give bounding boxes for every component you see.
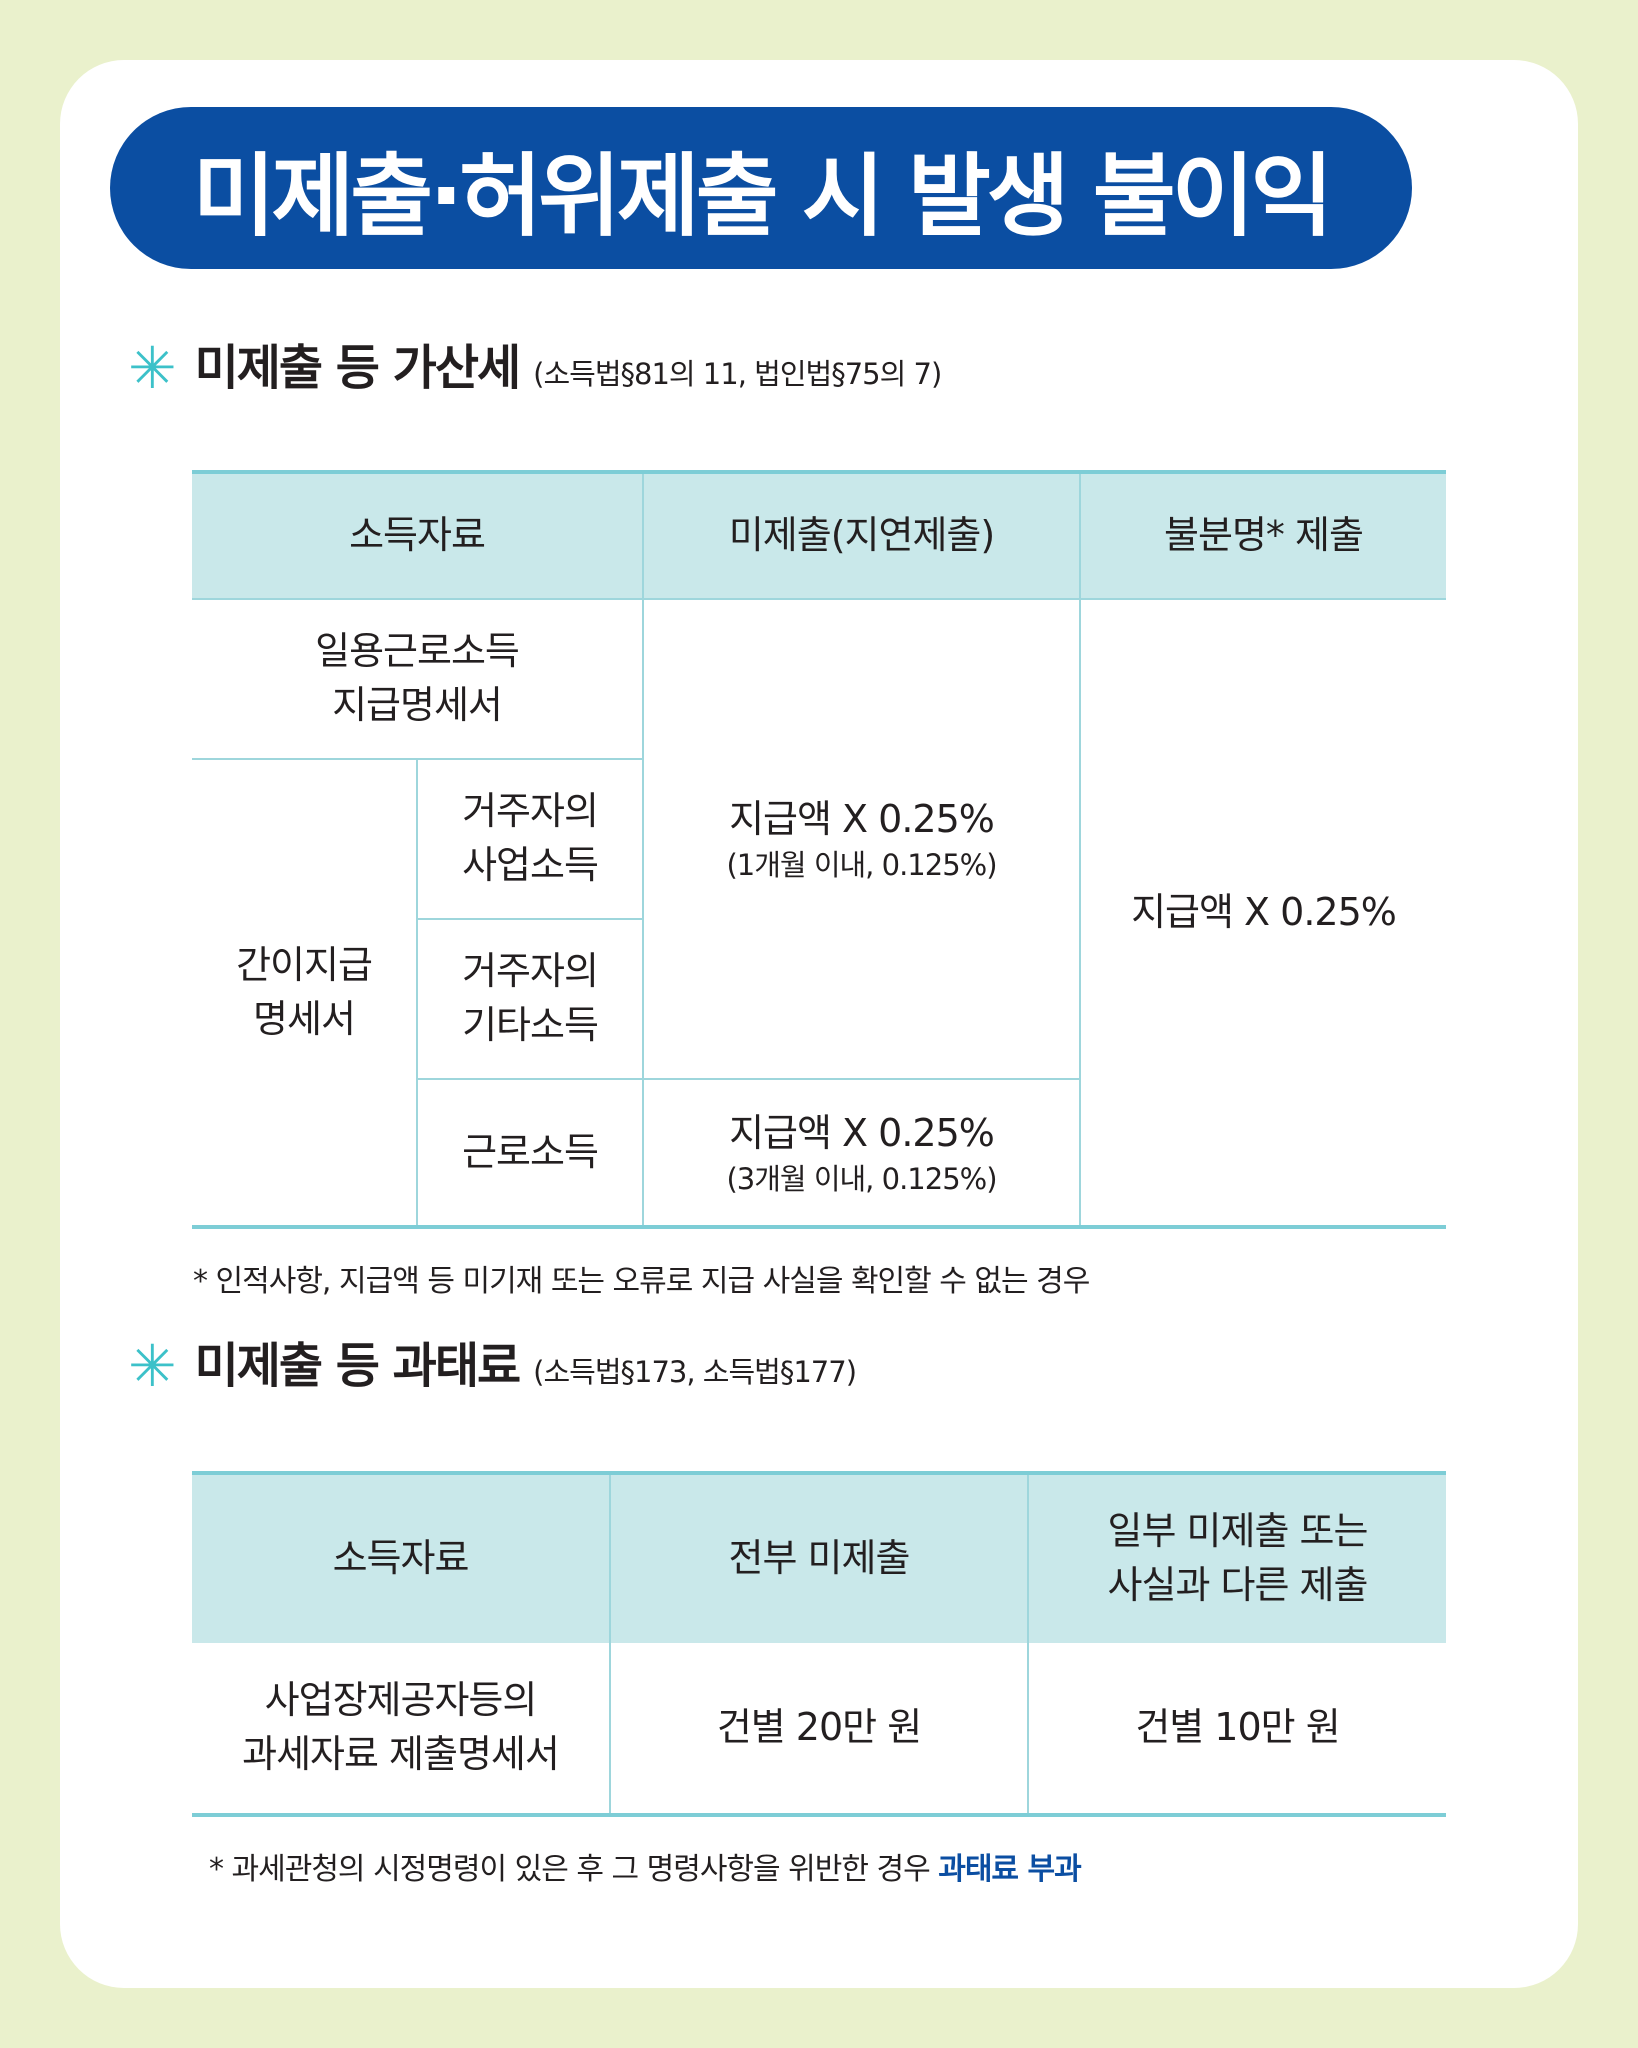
- rate-cell-a: 지급액 X 0.25% (1개월 이내, 0.125%): [642, 598, 1081, 1080]
- rate-note: (3개월 이내, 0.125%): [726, 1161, 997, 1196]
- page-title: 미제출·허위제출 시 발생 불이익: [110, 107, 1412, 269]
- sub-label-earned-income: 근로소득: [417, 1078, 644, 1228]
- header-income-data: 소득자료: [192, 472, 644, 599]
- rate-main: 지급액 X 0.25%: [729, 797, 995, 842]
- unclear-rate-cell: 지급액 X 0.25%: [1079, 598, 1446, 1228]
- fine-table: 소득자료 전부 미제출 일부 미제출 또는 사실과 다른 제출 사업장제공자등의…: [192, 1471, 1446, 1817]
- law-reference: (소득법§81의 11, 법인법§75의 7): [533, 357, 942, 391]
- row-label-daily-wage: 일용근로소득 지급명세서: [192, 598, 644, 760]
- fine-partial-missing: 건별 10만 원: [1027, 1643, 1446, 1815]
- rate-cell-b: 지급액 X 0.25% (3개월 이내, 0.125%): [642, 1078, 1080, 1228]
- header-partial-missing: 일부 미제출 또는 사실과 다른 제출: [1027, 1473, 1446, 1643]
- table-row: 일용근로소득 지급명세서 지급액 X 0.25% (1개월 이내, 0.125%…: [192, 598, 1446, 1228]
- row-label-workplace-statement: 사업장제공자등의 과세자료 제출명세서: [192, 1643, 611, 1815]
- table-row: 거주자의 기타소득: [192, 918, 1446, 1080]
- table-header-row: 소득자료 전부 미제출 일부 미제출 또는 사실과 다른 제출: [192, 1473, 1446, 1643]
- sub-label-other-income: 거주자의 기타소득: [417, 918, 643, 1080]
- section-title: 미제출 등 가산세: [194, 340, 522, 396]
- sub-label-business-income: 거주자의 사업소득: [416, 758, 643, 920]
- penalty-tax-table: 소득자료 미제출(지연제출) 불분명* 제출 일용근로소득 지급명세서 지급액 …: [192, 470, 1446, 1229]
- row-group-simple-statement: 간이지급 명세서: [192, 758, 418, 1228]
- footnote: * 과세관청의 시정명령이 있은 후 그 명령사항을 위반한 경우 과태료 부과: [209, 1852, 1082, 1887]
- rate-note: (1개월 이내, 0.125%): [726, 848, 997, 883]
- asterisk-icon: ✳: [128, 334, 177, 402]
- header-not-submitted: 미제출(지연제출): [642, 472, 1081, 599]
- section-fine-heading: ✳ 미제출 등 과태료 (소득법§173, 소득법§177): [128, 1326, 857, 1400]
- table-header-row: 소득자료 미제출(지연제출) 불분명* 제출: [192, 472, 1446, 599]
- law-reference: (소득법§173, 소득법§177): [533, 1355, 857, 1389]
- header-income-data: 소득자료: [192, 1473, 611, 1643]
- rate-main: 지급액 X 0.25%: [729, 1110, 995, 1155]
- highlight-text: 과태료 부과: [938, 1852, 1081, 1887]
- fine-all-missing: 건별 20만 원: [609, 1643, 1029, 1815]
- asterisk-icon: ✳: [128, 1332, 177, 1400]
- table-row: 사업장제공자등의 과세자료 제출명세서 건별 20만 원 건별 10만 원: [192, 1643, 1446, 1815]
- section-penalty-tax-heading: ✳ 미제출 등 가산세 (소득법§81의 11, 법인법§75의 7): [128, 328, 942, 402]
- header-all-missing: 전부 미제출: [609, 1473, 1029, 1643]
- section-title: 미제출 등 과태료: [194, 1338, 522, 1394]
- table-row: 간이지급 명세서 거주자의 사업소득: [192, 758, 1446, 1228]
- header-unclear-submission: 불분명* 제출: [1079, 472, 1446, 599]
- footnote: * 인적사항, 지급액 등 미기재 또는 오류로 지급 사실을 확인할 수 없는…: [193, 1264, 1090, 1299]
- table-row: 근로소득 지급액 X 0.25% (3개월 이내, 0.125%): [192, 1078, 1446, 1228]
